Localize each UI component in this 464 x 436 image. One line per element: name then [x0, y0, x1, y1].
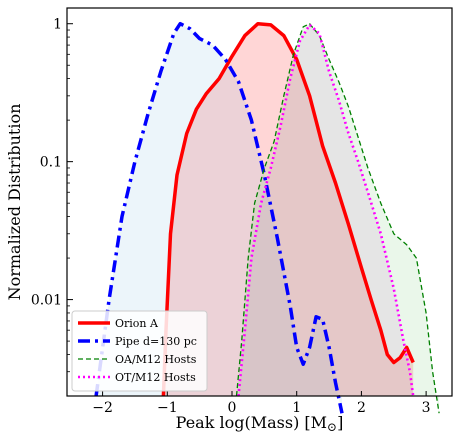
orion-a-line [161, 21, 415, 397]
x-tick-label: 3 [422, 400, 431, 416]
legend-items: Orion A Pipe d=130 pc OA/M12 Hosts OT/M12 H… [78, 317, 197, 384]
x-axis-ticks: −2 −1 0 1 2 3 [92, 391, 431, 416]
y-axis-ticks: 0.01 0.1 1 [31, 17, 73, 397]
legend: Orion A Pipe d=130 pc OA/M12 Hosts OT/M12 H… [71, 310, 208, 392]
y-tick-label: 1 [53, 17, 62, 33]
y-tick-label: 0.1 [40, 155, 62, 171]
oa-m12-hosts-line [235, 23, 440, 414]
series-lines [94, 21, 440, 414]
x-tick-label: 1 [292, 400, 301, 416]
orion-a-area [163, 23, 414, 396]
x-tick-label: 2 [357, 400, 366, 416]
y-tick-label: 0.01 [31, 293, 62, 309]
orion-a-legend-label: Orion A [115, 317, 159, 330]
x-tick-label: 0 [228, 400, 237, 416]
x-tick-label: −1 [157, 400, 178, 416]
x-axis-title: Peak log(Mass) [M⊙] [176, 413, 344, 434]
oa-m12-hosts-area [236, 23, 440, 414]
ot-m12-hosts-line [237, 23, 415, 397]
pipe-d-130-pc-legend-label: Pipe d=130 pc [115, 335, 197, 348]
ot-m12-hosts-area [238, 24, 414, 397]
plot-frame [66, 7, 453, 397]
ot-m12-hosts-legend-label: OT/M12 Hosts [115, 371, 196, 384]
pipe-d-130-pc-line [94, 21, 344, 414]
legend-box [71, 310, 208, 392]
y-axis-title: Normalized Distribution [5, 104, 24, 301]
x-tick-label: −2 [92, 400, 113, 416]
oa-m12-hosts-legend-label: OA/M12 Hosts [115, 353, 197, 366]
